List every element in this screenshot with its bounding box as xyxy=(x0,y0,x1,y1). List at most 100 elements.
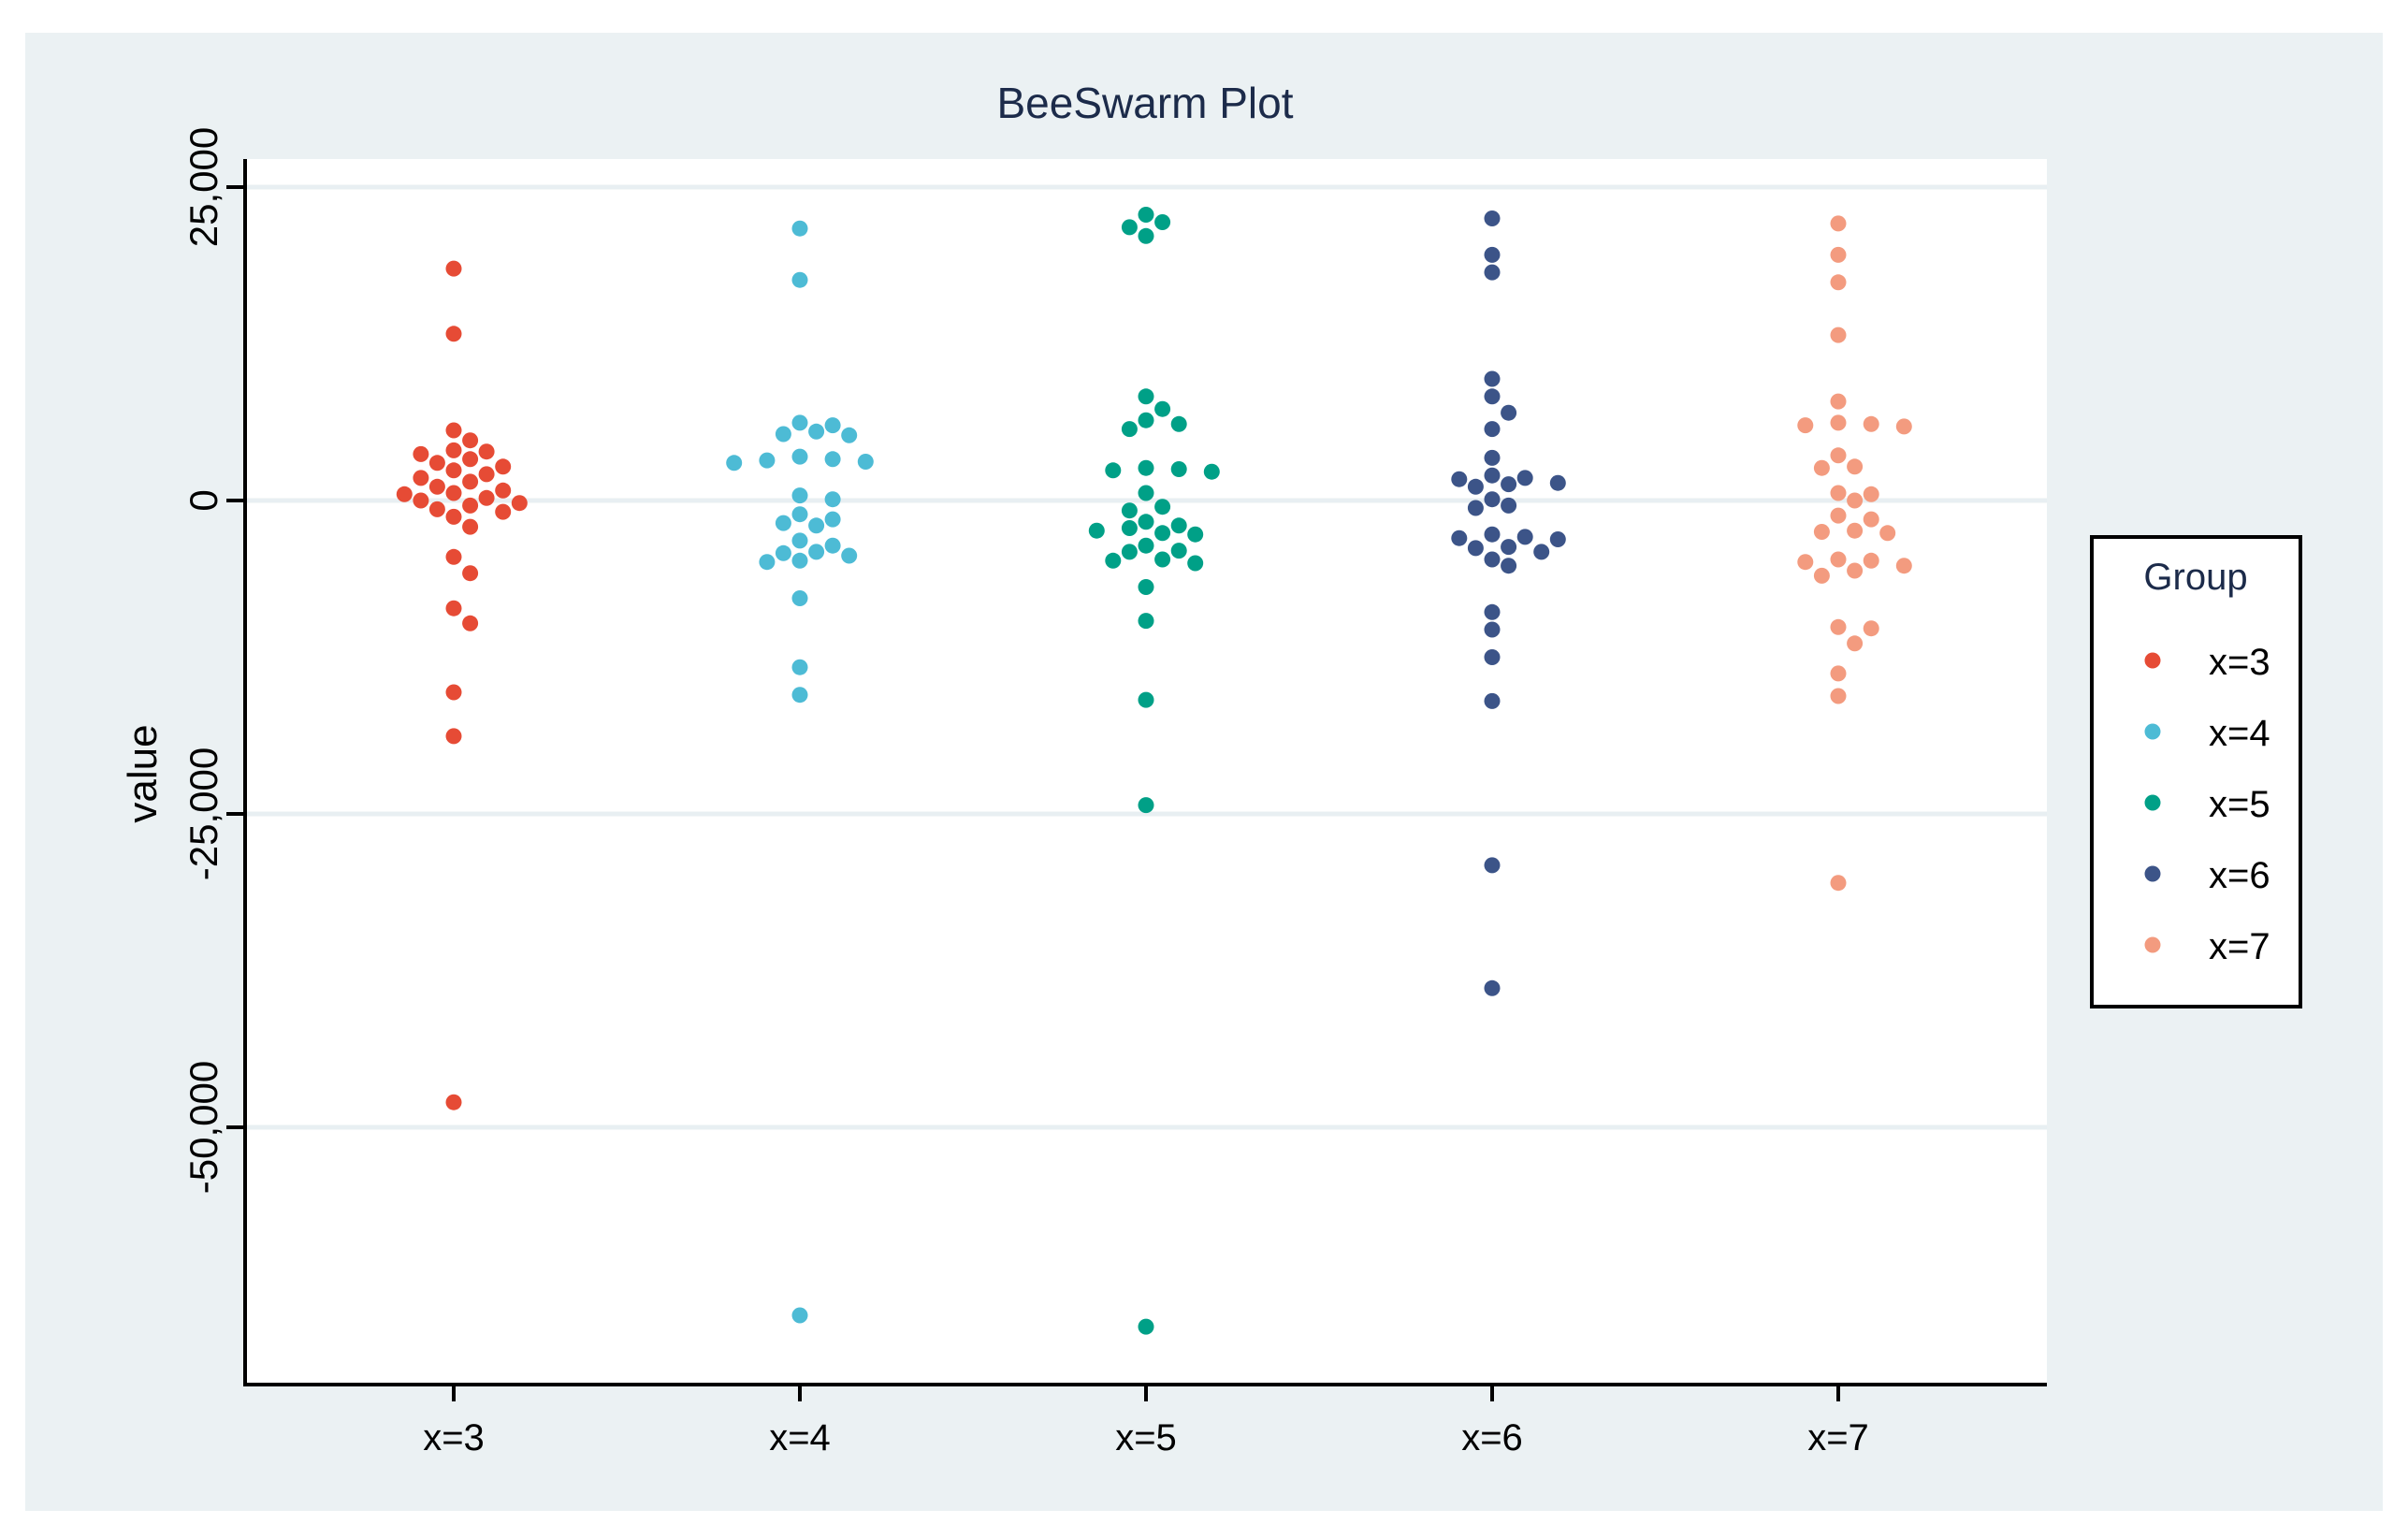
point-x-7 xyxy=(1830,274,1847,291)
point-x-3 xyxy=(413,470,429,486)
point-x-3 xyxy=(413,492,429,509)
point-x-5 xyxy=(1187,555,1204,572)
point-x-4 xyxy=(791,487,808,504)
point-x-3 xyxy=(495,503,512,520)
point-x-7 xyxy=(1830,665,1847,682)
point-x-4 xyxy=(759,452,776,469)
legend-label-x-7: x=7 xyxy=(2209,926,2270,967)
plot-area xyxy=(245,159,2047,1385)
point-x-6 xyxy=(1484,370,1501,387)
point-x-7 xyxy=(1830,393,1847,410)
point-x-7 xyxy=(1879,525,1896,542)
point-x-3 xyxy=(428,501,445,517)
point-x-3 xyxy=(462,451,479,468)
point-x-4 xyxy=(824,491,841,508)
point-x-4 xyxy=(759,554,776,571)
point-x-6 xyxy=(1484,467,1501,484)
point-x-5 xyxy=(1138,1318,1154,1335)
x-tick-label: x=6 xyxy=(1461,1417,1523,1458)
point-x-5 xyxy=(1154,499,1171,515)
point-x-5 xyxy=(1154,525,1171,542)
point-x-3 xyxy=(428,478,445,495)
point-x-7 xyxy=(1797,554,1814,571)
point-x-3 xyxy=(445,442,462,458)
point-x-7 xyxy=(1830,688,1847,704)
point-x-5 xyxy=(1170,517,1187,534)
point-x-3 xyxy=(445,1094,462,1110)
point-x-3 xyxy=(445,600,462,617)
legend-marker-x-4 xyxy=(2144,723,2161,740)
point-x-4 xyxy=(791,1307,808,1324)
point-x-3 xyxy=(462,565,479,582)
point-x-6 xyxy=(1484,621,1501,638)
x-tick-label: x=7 xyxy=(1807,1417,1869,1458)
point-x-3 xyxy=(511,495,528,512)
point-x-3 xyxy=(495,458,512,475)
point-x-4 xyxy=(791,659,808,675)
point-x-7 xyxy=(1863,552,1879,569)
point-x-4 xyxy=(824,451,841,468)
point-x-7 xyxy=(1847,635,1864,652)
point-x-4 xyxy=(808,544,825,560)
point-x-6 xyxy=(1501,558,1517,574)
point-x-3 xyxy=(478,443,495,460)
point-x-5 xyxy=(1121,502,1138,519)
point-x-6 xyxy=(1484,264,1501,281)
point-x-4 xyxy=(775,515,791,531)
point-x-4 xyxy=(841,427,858,443)
point-x-4 xyxy=(824,537,841,554)
point-x-4 xyxy=(791,687,808,704)
point-x-5 xyxy=(1138,537,1154,554)
point-x-3 xyxy=(445,728,462,745)
point-x-5 xyxy=(1138,207,1154,223)
point-x-4 xyxy=(841,547,858,564)
point-x-5 xyxy=(1154,214,1171,230)
point-x-4 xyxy=(726,455,743,472)
point-x-7 xyxy=(1797,417,1814,434)
point-x-3 xyxy=(478,466,495,483)
point-x-5 xyxy=(1138,613,1154,630)
point-x-6 xyxy=(1484,649,1501,665)
legend-marker-x-7 xyxy=(2144,936,2161,953)
point-x-6 xyxy=(1484,551,1501,568)
point-x-6 xyxy=(1484,603,1501,620)
point-x-4 xyxy=(775,544,791,561)
point-x-7 xyxy=(1847,562,1864,579)
point-x-7 xyxy=(1895,418,1912,435)
point-x-3 xyxy=(495,482,512,499)
point-x-3 xyxy=(462,518,479,535)
point-x-3 xyxy=(478,489,495,506)
point-x-4 xyxy=(775,426,791,443)
point-x-6 xyxy=(1484,692,1501,709)
point-x-3 xyxy=(462,615,479,631)
point-x-3 xyxy=(462,473,479,490)
point-x-6 xyxy=(1484,246,1501,263)
point-x-4 xyxy=(791,448,808,465)
point-x-6 xyxy=(1516,470,1533,486)
point-x-5 xyxy=(1121,520,1138,536)
point-x-7 xyxy=(1847,492,1864,509)
point-x-5 xyxy=(1138,579,1154,595)
point-x-6 xyxy=(1484,491,1501,508)
point-x-6 xyxy=(1484,421,1501,438)
point-x-3 xyxy=(445,260,462,277)
point-x-4 xyxy=(857,454,874,470)
legend-title: Group xyxy=(2143,557,2247,598)
point-x-7 xyxy=(1830,326,1847,343)
legend-label-x-6: x=6 xyxy=(2209,855,2270,896)
point-x-5 xyxy=(1170,461,1187,477)
point-x-7 xyxy=(1830,485,1847,501)
point-x-6 xyxy=(1484,979,1501,996)
point-x-3 xyxy=(413,445,429,462)
legend-label-x-5: x=5 xyxy=(2209,784,2270,825)
x-tick-label: x=4 xyxy=(769,1417,831,1458)
point-x-4 xyxy=(824,511,841,528)
point-x-4 xyxy=(791,532,808,549)
point-x-4 xyxy=(791,552,808,569)
point-x-6 xyxy=(1484,857,1501,874)
point-x-6 xyxy=(1501,497,1517,514)
legend-marker-x-5 xyxy=(2144,794,2161,811)
point-x-6 xyxy=(1533,544,1550,560)
point-x-7 xyxy=(1847,522,1864,539)
